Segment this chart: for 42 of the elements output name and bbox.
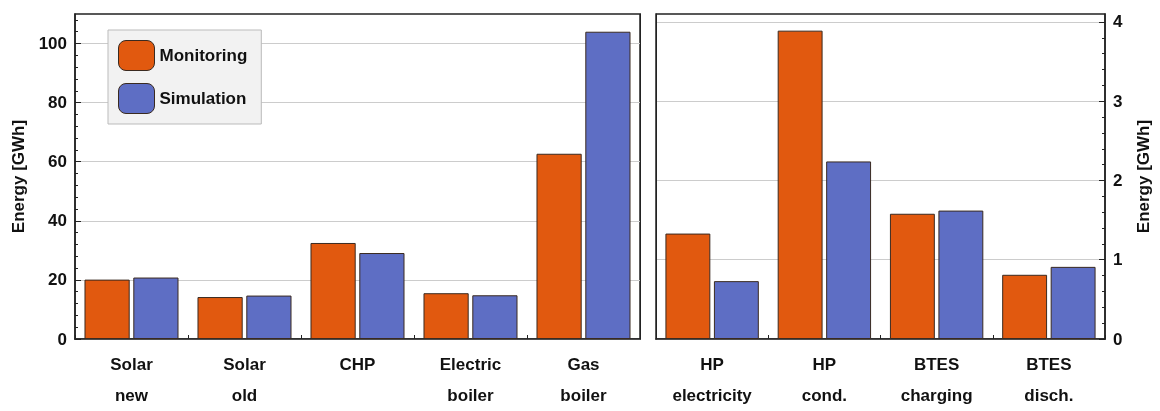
x-tick-label: Solar old bbox=[223, 355, 267, 405]
x-tick-label: BTES charging bbox=[900, 355, 973, 405]
bar bbox=[665, 233, 711, 339]
bar bbox=[536, 153, 582, 339]
bar bbox=[826, 161, 872, 339]
bar bbox=[310, 242, 356, 339]
bar bbox=[84, 279, 130, 339]
bar bbox=[1002, 274, 1048, 339]
y-tick-label: 100 bbox=[38, 34, 67, 54]
x-tick-label: Electric boiler bbox=[439, 355, 502, 405]
legend-label: Simulation bbox=[159, 89, 247, 108]
x-tick-label: Solar new bbox=[110, 355, 154, 405]
bar bbox=[1050, 266, 1096, 339]
bar bbox=[713, 281, 759, 339]
bar bbox=[359, 253, 405, 339]
bar bbox=[133, 277, 179, 339]
y-tick-label: 0 bbox=[57, 329, 67, 349]
x-tick-label: BTES disch. bbox=[1024, 355, 1074, 405]
y-axis-title: Energy [GWh] bbox=[9, 119, 28, 234]
legend-label: Monitoring bbox=[159, 46, 248, 65]
y-tick-label: 80 bbox=[48, 93, 67, 113]
x-tick-label: Gas boiler bbox=[560, 355, 608, 405]
bar bbox=[197, 297, 243, 339]
y-tick-label: 20 bbox=[48, 270, 67, 290]
x-tick-label: CHP bbox=[339, 355, 376, 374]
y2-tick-label: 4 bbox=[1113, 12, 1123, 32]
y-tick-label: 60 bbox=[48, 152, 67, 172]
y2-tick-label: 3 bbox=[1113, 91, 1123, 111]
y-tick-label: 40 bbox=[48, 211, 67, 231]
bar bbox=[938, 210, 984, 339]
x-tick-label: HP electricity bbox=[672, 355, 753, 405]
y2-axis-title: Energy [GWh] bbox=[1134, 119, 1153, 234]
y2-tick-label: 1 bbox=[1113, 250, 1123, 270]
bar bbox=[246, 295, 292, 339]
bar bbox=[889, 213, 935, 339]
bar bbox=[777, 30, 823, 339]
x-tick-label: HP cond. bbox=[801, 355, 848, 405]
bar bbox=[585, 31, 631, 339]
bar bbox=[472, 295, 518, 339]
y2-tick-label: 0 bbox=[1113, 329, 1123, 349]
y2-tick-label: 2 bbox=[1113, 170, 1123, 190]
bar bbox=[423, 293, 469, 339]
